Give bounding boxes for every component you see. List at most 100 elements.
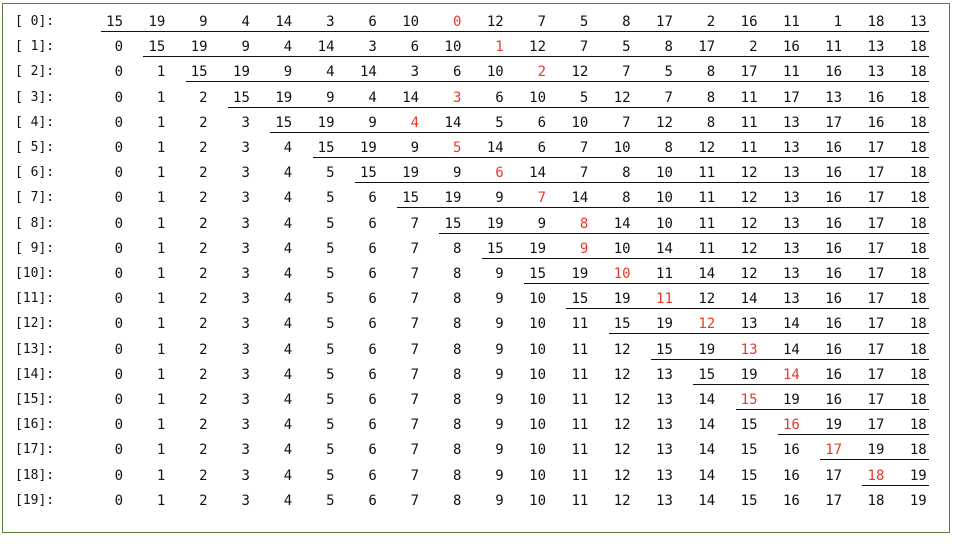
value-cell: 10 [486,64,504,81]
value-cell: 2 [199,291,208,308]
value-cell: 15 [444,215,462,232]
value-cell: 11 [698,165,716,182]
value-cell: 19 [233,64,250,81]
value-cell: 6 [368,316,377,333]
row-label: [15]: [15,392,55,407]
value-cell: 12 [613,392,631,408]
value-cell: 6 [368,392,377,408]
value-cell: 17 [782,89,800,106]
value-cell: 6 [368,14,377,30]
value-cell: 1 [156,240,166,257]
value-cell: 8 [452,442,462,459]
value-cell: 0 [114,266,123,282]
value-cell: 12 [613,341,631,358]
value-cell: 11 [740,114,758,131]
value-cell: 8 [452,467,462,484]
value-cell: 18 [909,291,927,308]
value-cell: 14 [486,140,504,156]
value-cell: 12 [740,190,758,207]
value-cell: 13 [782,266,800,282]
value-cell: 10 [529,341,546,358]
value-cell: 16 [782,442,800,459]
value-cell: 7 [410,266,420,282]
value-cell: 13 [782,114,800,131]
value-cell: 14 [740,291,758,308]
value-cell: 0 [114,291,123,308]
value-cell: 5 [622,39,631,56]
value-cell: 16 [740,14,758,30]
value-cell: 4 [368,89,377,106]
value-cell: 19 [402,165,420,182]
row-label: [16]: [15,417,55,433]
value-cell: 19 [148,14,166,30]
value-cell: 18 [867,492,885,509]
value-cell: 0 [114,215,123,232]
value-cell: 14 [698,417,716,434]
row-label: [17]: [15,442,55,458]
value-cell: 10 [529,291,546,308]
value-cell: 0 [114,39,123,56]
value-cell: 5 [326,467,335,484]
value-cell: 11 [740,140,758,156]
value-cell: 18 [909,64,927,81]
row-label: [11]: [15,291,55,307]
value-cell: 19 [486,215,504,232]
value-cell: 2 [199,140,208,156]
value-cell: 9 [537,215,546,232]
value-cell: 3 [326,14,335,30]
value-cell: 15 [698,366,716,383]
value-cell: 1 [156,467,166,484]
value-cell: 5 [326,190,335,207]
value-cell: 8 [452,266,462,282]
value-cell: 0 [114,190,123,207]
value-cell: 16 [825,392,843,408]
value-cell: 4 [241,14,250,30]
value-cell: 1 [156,165,166,182]
value-cell: 14 [782,341,800,358]
value-cell: 18 [909,266,927,282]
value-cell: 16 [825,165,843,182]
value-cell: 2 [199,392,208,408]
value-cell: 0 [114,492,123,509]
value-cell: 16 [782,492,800,509]
value-cell: 17 [867,190,885,207]
value-cell: 19 [867,442,885,459]
value-cell: 19 [656,316,673,333]
value-cell: 4 [283,467,293,484]
value-cell: 11 [825,39,843,56]
value-cell: 4 [283,341,293,358]
value-cell: 2 [706,14,716,30]
value-cell: 19 [698,341,716,358]
value-cell: 16 [825,316,843,333]
value-cell: 9 [283,64,293,81]
value-cell: 10 [529,366,546,383]
value-cell: 14 [402,89,420,106]
value-cell: 2 [199,341,208,358]
value-cell: 2 [199,114,208,131]
value-cell: 2 [199,417,208,434]
value-cell: 11 [782,64,800,81]
value-cell: 18 [909,392,927,408]
value-cell: 5 [326,442,335,459]
highlighted-value: 10 [613,266,631,282]
value-cell: 1 [156,190,166,207]
value-cell: 2 [199,240,208,257]
row-label: [ 3]: [15,89,55,105]
value-cell: 9 [495,392,504,408]
value-cell: 3 [368,39,377,56]
value-cell: 3 [241,316,250,333]
unsorted-range-underline [862,484,929,486]
value-cell: 11 [571,392,589,408]
value-cell: 11 [571,366,589,383]
value-cell: 13 [656,417,673,434]
value-cell: 3 [241,266,250,282]
value-cell: 6 [368,215,377,232]
value-cell: 14 [656,240,673,257]
value-cell: 14 [317,39,335,56]
value-cell: 7 [410,392,420,408]
value-cell: 14 [698,467,716,484]
value-cell: 19 [444,190,462,207]
value-cell: 13 [782,140,800,156]
value-cell: 10 [529,467,546,484]
value-cell: 5 [326,165,335,182]
